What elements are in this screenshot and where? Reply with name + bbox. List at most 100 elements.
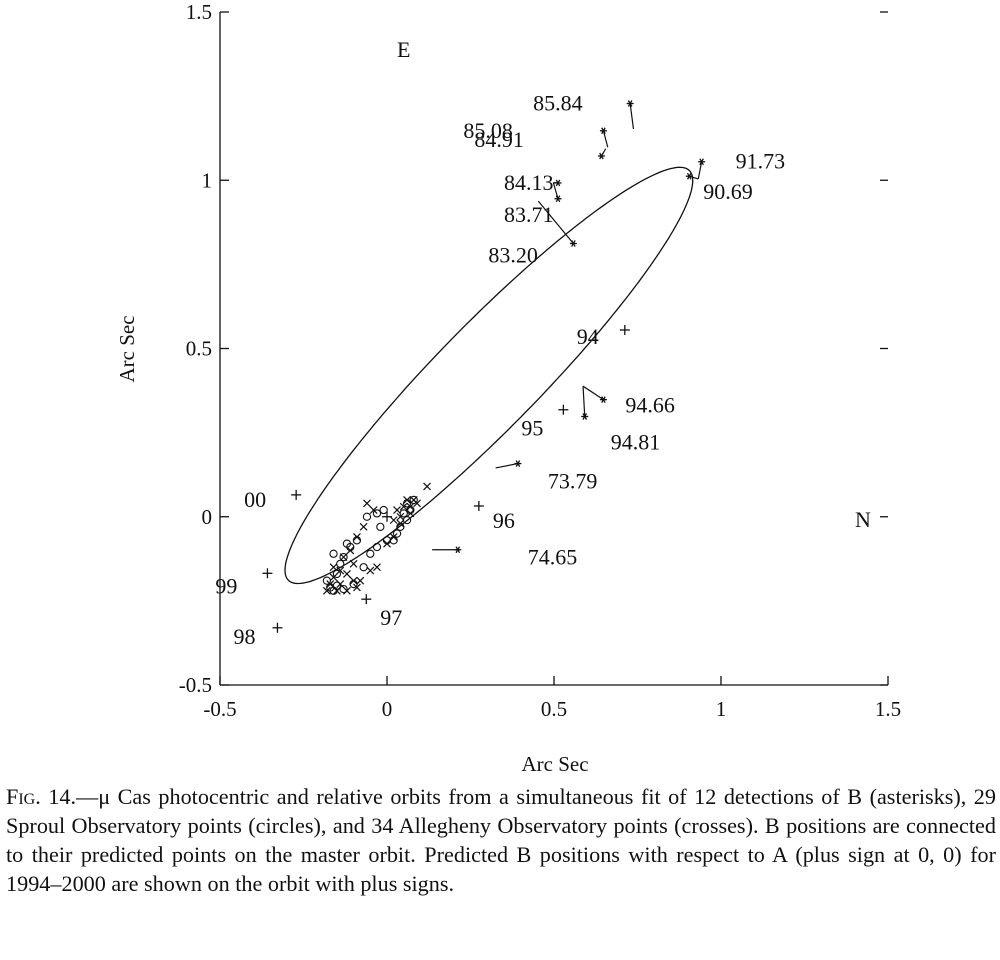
caption-text: —μ Cas photocentric and relative orbits … bbox=[6, 784, 996, 896]
detection-label: 83.20 bbox=[488, 243, 538, 268]
sproul-circle-point bbox=[372, 542, 382, 552]
allegheny-cross-point bbox=[383, 539, 391, 548]
allegheny-cross-point bbox=[399, 502, 408, 511]
allegheny-cross-point bbox=[353, 533, 361, 541]
allegheny-cross-point bbox=[396, 512, 405, 521]
allegheny-cross-point bbox=[329, 573, 338, 582]
allegheny-cross-point bbox=[423, 482, 432, 491]
allegheny-cross-point bbox=[349, 559, 358, 568]
x-tick-label: 1.5 bbox=[875, 697, 901, 721]
direction-label-north: N bbox=[855, 507, 871, 532]
orbit-ellipse bbox=[284, 166, 694, 585]
allegheny-cross-point bbox=[413, 499, 421, 508]
detection-asterisk bbox=[569, 240, 577, 247]
orbit-ellipse-group bbox=[284, 166, 694, 585]
plot-frame: -0.5 0 0.5 1 1.5 -0.5 0 0.5 1 1.5 bbox=[179, 0, 901, 721]
x-axis-title: Arc Sec bbox=[521, 752, 588, 776]
allegheny-cross-point bbox=[359, 522, 368, 531]
predicted-position-plus bbox=[262, 568, 273, 579]
detection-asterisk bbox=[597, 152, 605, 160]
detection-label: 84.13 bbox=[504, 170, 554, 195]
data-points bbox=[262, 100, 706, 633]
y-tick-label: 1 bbox=[202, 168, 213, 192]
detection-asterisk bbox=[554, 179, 562, 187]
allegheny-cross-point bbox=[406, 509, 415, 518]
allegheny-cross-point bbox=[366, 566, 375, 575]
predicted-position-label: 97 bbox=[380, 605, 402, 630]
detection-asterisk bbox=[454, 546, 462, 554]
sproul-circle-point bbox=[379, 505, 388, 515]
allegheny-cross-point bbox=[322, 586, 331, 595]
detection-label: 85.08 bbox=[463, 118, 513, 143]
sproul-circle-point bbox=[336, 559, 345, 569]
detection-asterisk bbox=[554, 195, 562, 203]
x-tick-label: -0.5 bbox=[203, 697, 236, 721]
allegheny-cross-point bbox=[403, 496, 411, 504]
detection-connector bbox=[537, 200, 574, 244]
direction-label-east: E bbox=[397, 37, 410, 62]
y-tick-label: 1.5 bbox=[186, 0, 212, 24]
allegheny-cross-point bbox=[389, 533, 398, 541]
predicted-position-plus bbox=[361, 594, 372, 605]
detection-asterisk bbox=[581, 413, 589, 420]
detection-asterisk bbox=[599, 127, 607, 135]
sproul-circle-point bbox=[359, 563, 368, 572]
sproul-circle-point bbox=[339, 552, 348, 562]
figure-caption: Fig. 14.—μ Cas photocentric and relative… bbox=[6, 782, 996, 898]
allegheny-cross-point bbox=[332, 586, 341, 595]
sproul-circle-point bbox=[392, 529, 402, 538]
y-tick-label: 0 bbox=[202, 505, 213, 529]
allegheny-cross-point bbox=[346, 546, 355, 555]
allegheny-cross-point bbox=[339, 553, 348, 562]
allegheny-cross-point bbox=[406, 502, 415, 511]
detection-asterisk bbox=[685, 172, 693, 180]
detection-label: 94.81 bbox=[611, 429, 661, 454]
predicted-position-label: 99 bbox=[215, 573, 237, 598]
sproul-circle-point bbox=[376, 522, 385, 531]
predicted-position-label: 96 bbox=[493, 508, 515, 533]
x-tick-label: 0 bbox=[382, 697, 393, 721]
predicted-position-label: 00 bbox=[244, 487, 266, 512]
y-tick-label: -0.5 bbox=[179, 673, 212, 697]
allegheny-cross-point bbox=[353, 583, 361, 592]
allegheny-cross-point bbox=[326, 580, 335, 588]
allegheny-cross-point bbox=[342, 570, 351, 578]
y-axis-title: Arc Sec bbox=[115, 315, 139, 382]
detection-connector bbox=[552, 182, 559, 199]
allegheny-cross-point bbox=[336, 580, 345, 588]
detection-label: 94.66 bbox=[625, 393, 675, 418]
detection-label: 74.65 bbox=[528, 545, 578, 570]
orbit-chart: -0.5 0 0.5 1 1.5 -0.5 0 0.5 1 1.5 85.84 85.0884.91… bbox=[115, 0, 901, 776]
sproul-circle-point bbox=[339, 584, 348, 594]
predicted-position-plus bbox=[291, 489, 302, 500]
predicted-position-plus bbox=[272, 622, 283, 633]
allegheny-cross-point bbox=[356, 576, 365, 585]
detection-asterisk bbox=[514, 460, 522, 467]
detection-label: 90.69 bbox=[703, 179, 753, 204]
allegheny-cross-point bbox=[329, 563, 338, 572]
detection-label: 73.79 bbox=[548, 469, 598, 494]
allegheny-cross-point bbox=[349, 576, 358, 585]
predicted-position-plus bbox=[473, 500, 484, 511]
detection-asterisk bbox=[626, 100, 634, 107]
detection-connector bbox=[582, 385, 604, 401]
predicted-position-plus bbox=[619, 324, 630, 335]
allegheny-cross-point bbox=[396, 519, 405, 528]
detection-label: 83.71 bbox=[504, 202, 554, 227]
detection-connector bbox=[582, 386, 586, 417]
detection-connector bbox=[602, 130, 609, 148]
detection-asterisk bbox=[599, 396, 607, 404]
predicted-position-label: 95 bbox=[521, 416, 543, 441]
sproul-circle-point bbox=[332, 581, 342, 590]
predicted-position-plus bbox=[558, 404, 569, 415]
predicted-position-label: 98 bbox=[233, 624, 255, 649]
detection-connector bbox=[629, 103, 635, 130]
sproul-circle-point bbox=[372, 509, 382, 518]
allegheny-cross-point bbox=[373, 563, 381, 572]
detection-label: 85.84 bbox=[533, 91, 583, 116]
allegheny-cross-point bbox=[363, 499, 371, 508]
detection-connector bbox=[495, 462, 519, 469]
x-tick-label: 1 bbox=[716, 697, 727, 721]
allegheny-cross-point bbox=[369, 506, 378, 514]
